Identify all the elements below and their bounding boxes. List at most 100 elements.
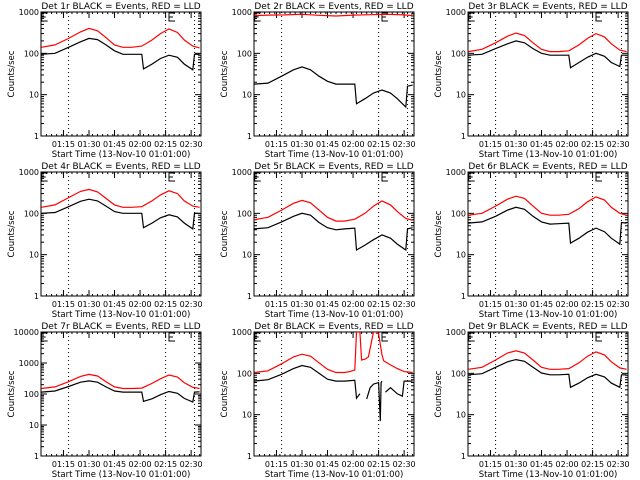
flag-marker [254,12,261,22]
x-axis-label: Start Time (13-Nov-10 01:01:00) [52,310,191,320]
x-tick-label: 01:15 [265,460,288,469]
y-axis-label: Counts/sec [220,370,230,417]
series-line-lld [41,188,200,208]
x-tick-label: 01:45 [316,140,339,149]
series-line-lld [468,195,627,216]
x-tick-label: 01:45 [530,460,553,469]
y-tick-label: 10 [456,91,466,100]
flag-marker [254,332,261,342]
x-tick-label: 02:00 [342,300,365,309]
y-tick-label: 1 [34,292,39,301]
y-tick-label: 1000 [446,8,466,17]
y-tick-label: 10 [242,251,252,260]
x-axis-label: Start Time (13-Nov-10 01:01:00) [52,150,191,160]
x-tick-label: 02:00 [342,140,365,149]
series-line-events [468,206,627,246]
y-tick-label: 1000 [232,168,252,177]
y-tick-label: 1000 [19,8,39,17]
x-tick-label: 01:15 [265,300,288,309]
y-tick-label: 100 [24,390,39,399]
series-line-events [468,358,627,389]
plot-frame [253,171,415,297]
y-tick-label: 10 [242,411,252,420]
series-line-events [41,198,200,230]
chart-title: Det 4r BLACK = Events, RED = LLD [41,162,200,172]
x-tick-label: 01:15 [265,140,288,149]
y-axis-label: Counts/sec [434,50,444,97]
y-axis-label: Counts/sec [434,210,444,257]
x-tick-label: 01:45 [103,300,126,309]
chart-panel-4: Det 4r BLACK = Events, RED = LLD 1 10 100 10… [7,162,203,320]
x-tick-label: 02:30 [607,140,630,149]
x-tick-label: 02:00 [556,460,579,469]
y-tick-label: 100 [24,49,39,58]
x-tick-label: 02:15 [154,300,177,309]
x-tick-label: 01:30 [290,300,313,309]
x-tick-label: 01:30 [290,140,313,149]
series-line-events [254,364,413,422]
y-tick-label: 100 [237,369,252,378]
x-tick-label: 02:00 [342,460,365,469]
x-tick-label: 02:00 [129,300,152,309]
x-tick-label: 01:30 [290,460,313,469]
x-tick-label: 01:15 [52,460,75,469]
plot-frame [40,11,202,137]
flag-marker [168,12,175,22]
x-tick-label: 01:30 [504,140,527,149]
x-tick-label: 01:30 [77,460,100,469]
x-tick-label: 02:00 [556,140,579,149]
y-tick-label: 100 [237,49,252,58]
chart-panel-3: Det 3r BLACK = Events, RED = LLD 1 10 100 10… [434,2,630,160]
flag-marker [468,332,475,342]
flag-marker [41,12,48,22]
x-axis-label: Start Time (13-Nov-10 01:01:00) [265,470,404,480]
chart-panel-8: Det 8r BLACK = Events, RED = LLD 1 10 100 10… [220,322,416,480]
x-tick-label: 01:30 [504,460,527,469]
x-tick-label: 02:30 [180,300,203,309]
series-line-events [468,40,627,69]
chart-title: Det 3r BLACK = Events, RED = LLD [468,2,627,12]
x-tick-label: 01:45 [316,460,339,469]
plot-frame [253,11,415,137]
x-tick-label: 01:45 [316,300,339,309]
plot-frame [467,11,629,137]
x-axis-label: Start Time (13-Nov-10 01:01:00) [479,310,618,320]
y-tick-label: 1000 [19,359,39,368]
chart-title: Det 9r BLACK = Events, RED = LLD [468,322,627,332]
y-tick-label: 100 [451,49,466,58]
x-tick-label: 01:15 [52,300,75,309]
y-tick-label: 100 [451,369,466,378]
plot-frame [40,171,202,297]
x-tick-label: 02:30 [607,460,630,469]
flag-marker [381,12,388,22]
y-tick-label: 10 [456,411,466,420]
x-tick-label: 01:15 [479,300,502,309]
x-tick-label: 02:30 [180,140,203,149]
plot-frame [40,331,202,457]
y-tick-label: 10 [456,251,466,260]
flag-marker [595,12,602,22]
series-line-lld [254,13,413,17]
plot-frame [253,331,415,457]
y-axis-label: Counts/sec [434,370,444,417]
y-tick-label: 100 [451,209,466,218]
flag-marker [41,332,48,342]
y-tick-label: 1 [247,452,252,461]
chart-title: Det 1r BLACK = Events, RED = LLD [41,2,200,12]
y-tick-label: 1 [461,292,466,301]
x-tick-label: 02:15 [581,140,604,149]
x-tick-label: 02:15 [154,460,177,469]
x-tick-label: 01:30 [77,300,100,309]
chart-panel-5: Det 5r BLACK = Events, RED = LLD 1 10 100 10… [220,162,416,320]
y-tick-label: 1 [34,132,39,141]
x-tick-label: 01:15 [479,140,502,149]
flag-marker [381,172,388,182]
x-axis-label: Start Time (13-Nov-10 01:01:00) [265,310,404,320]
y-axis-label: Counts/sec [7,50,17,97]
chart-panel-1: Det 1r BLACK = Events, RED = LLD 1 10 100 10… [7,2,203,160]
x-tick-label: 02:15 [154,140,177,149]
x-tick-label: 01:45 [103,460,126,469]
series-line-events [41,380,200,403]
x-tick-label: 02:15 [367,300,390,309]
series-line-lld [468,32,627,53]
